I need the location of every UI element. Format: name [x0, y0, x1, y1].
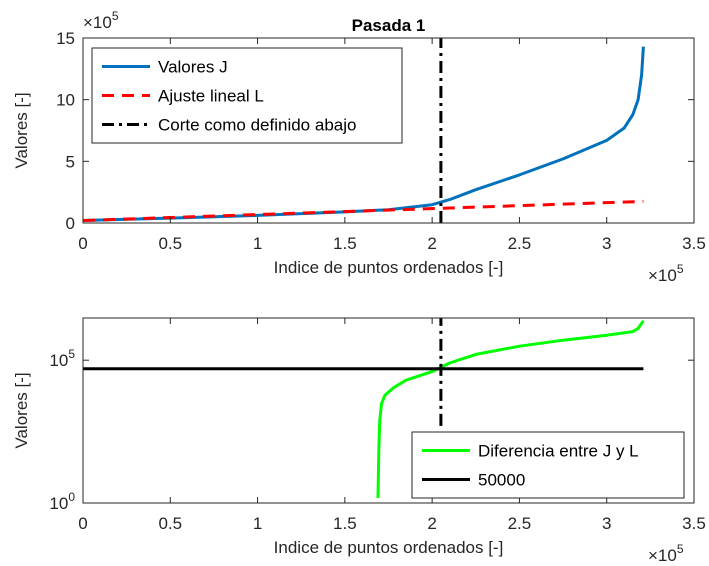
x-tick-label: 3.5 [682, 234, 706, 253]
series-group [83, 38, 645, 223]
x-tick-label: 2.5 [508, 234, 532, 253]
legend-entry: Valores J [158, 58, 228, 77]
y-exponent-label: ×105 [83, 9, 119, 32]
x-tick-label: 0 [78, 514, 87, 533]
y-tick-label: 10 [56, 91, 75, 110]
y-tick-label: 15 [56, 29, 75, 48]
y-tick-label: 100 [49, 490, 75, 513]
y-tick-label: 0 [66, 214, 75, 233]
x-tick-label: 3 [602, 514, 611, 533]
x-tick-label: 0.5 [158, 234, 182, 253]
x-tick-label: 1.5 [333, 514, 357, 533]
x-exponent-label: ×105 [648, 262, 684, 285]
axes-box [82, 37, 695, 224]
x-tick-label: 2 [427, 234, 436, 253]
y-axis-label: Valores [-] [12, 92, 31, 168]
x-tick-label: 0 [78, 234, 87, 253]
legend-entry: 50000 [478, 471, 525, 490]
series-line-ajuste-lineal-l [83, 199, 644, 222]
series-line-diferencia-entre-j-y-l [376, 319, 645, 499]
x-tick-label: 3 [602, 234, 611, 253]
x-tick-label: 2 [427, 514, 436, 533]
panel-1: 0 0.5 1 1.5 2 2.5 3 3.5 0 5 10 15 Indice de puntos o… [12, 16, 706, 277]
x-tick-label: 1 [253, 514, 262, 533]
x-tick-label: 3.5 [682, 514, 706, 533]
legend-box [411, 431, 685, 499]
x-exponent-label: ×105 [648, 542, 684, 565]
series-line-valores-j [83, 46, 645, 222]
x-tick-label: 1.5 [333, 234, 357, 253]
x-axis-label: Indice de puntos ordenados [-] [274, 258, 504, 277]
x-tick-label: 1 [253, 234, 262, 253]
panel-2: 0 0.5 1 1.5 2 2.5 3 3.5 100 105 Indice de puntos o… [12, 317, 706, 557]
x-tick-label: 2.5 [508, 514, 532, 533]
axes-box [82, 317, 695, 504]
series-group [83, 318, 645, 499]
x-axis-label: Indice de puntos ordenados [-] [274, 538, 504, 557]
legend-entry: Corte como definido abajo [158, 116, 356, 135]
y-tick-label: 5 [66, 152, 75, 171]
legend-entry: Ajuste lineal L [158, 87, 264, 106]
legend-entry: Diferencia entre J y L [478, 442, 639, 461]
y-tick-label: 105 [49, 347, 75, 370]
chart-title: Pasada 1 [352, 16, 426, 35]
y-axis-label: Valores [-] [12, 372, 31, 448]
x-tick-label: 0.5 [158, 514, 182, 533]
